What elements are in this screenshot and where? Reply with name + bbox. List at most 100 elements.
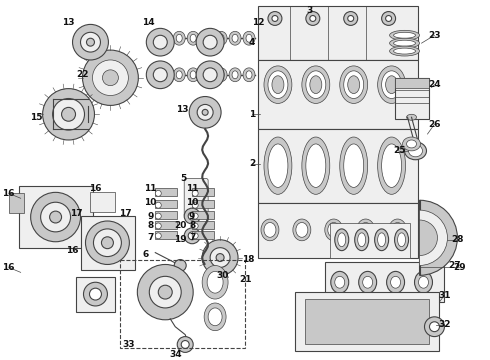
- Ellipse shape: [190, 71, 196, 79]
- Circle shape: [94, 229, 122, 257]
- Bar: [155, 188, 177, 196]
- Text: 12: 12: [252, 18, 264, 27]
- Circle shape: [80, 32, 100, 52]
- Text: 10: 10: [186, 198, 198, 207]
- Circle shape: [196, 28, 224, 56]
- Bar: [192, 221, 214, 229]
- Text: 31: 31: [438, 291, 451, 300]
- Ellipse shape: [407, 114, 416, 120]
- Circle shape: [203, 68, 217, 82]
- Ellipse shape: [201, 68, 213, 82]
- Ellipse shape: [355, 229, 368, 251]
- Ellipse shape: [296, 222, 308, 237]
- Text: 16: 16: [2, 189, 15, 198]
- Circle shape: [188, 212, 196, 220]
- Ellipse shape: [360, 222, 371, 237]
- Text: 7: 7: [189, 233, 196, 242]
- Text: 33: 33: [122, 340, 135, 349]
- Ellipse shape: [268, 144, 288, 188]
- Circle shape: [93, 60, 128, 95]
- Ellipse shape: [340, 66, 368, 103]
- Circle shape: [268, 12, 282, 26]
- Bar: [330, 223, 410, 257]
- Circle shape: [155, 233, 161, 239]
- Ellipse shape: [215, 68, 227, 82]
- Ellipse shape: [162, 71, 168, 79]
- Ellipse shape: [378, 66, 406, 103]
- Ellipse shape: [201, 31, 213, 45]
- Bar: [192, 211, 214, 219]
- Ellipse shape: [393, 48, 416, 54]
- Text: 2: 2: [249, 159, 255, 168]
- Text: 25: 25: [393, 147, 406, 156]
- Ellipse shape: [343, 144, 364, 188]
- Bar: [192, 200, 214, 208]
- Ellipse shape: [204, 34, 210, 42]
- Ellipse shape: [246, 34, 252, 42]
- Ellipse shape: [264, 66, 292, 103]
- Text: 22: 22: [76, 70, 89, 79]
- Ellipse shape: [357, 219, 375, 241]
- Circle shape: [192, 223, 198, 229]
- Bar: [155, 231, 177, 239]
- Ellipse shape: [331, 271, 349, 293]
- Circle shape: [155, 202, 161, 208]
- Circle shape: [184, 228, 200, 244]
- Text: 14: 14: [142, 18, 155, 27]
- Circle shape: [174, 260, 186, 271]
- Circle shape: [73, 24, 108, 60]
- Ellipse shape: [204, 303, 226, 330]
- Ellipse shape: [407, 140, 416, 148]
- Ellipse shape: [268, 71, 288, 99]
- Ellipse shape: [187, 31, 199, 45]
- Circle shape: [31, 192, 80, 242]
- Ellipse shape: [264, 137, 292, 194]
- Bar: [19, 186, 94, 248]
- Bar: [121, 260, 245, 348]
- Text: 17: 17: [119, 208, 132, 217]
- Circle shape: [192, 190, 198, 196]
- Ellipse shape: [390, 30, 419, 40]
- Text: 29: 29: [453, 263, 465, 272]
- Ellipse shape: [218, 34, 224, 42]
- Ellipse shape: [159, 68, 171, 82]
- Text: 11: 11: [144, 184, 156, 193]
- Ellipse shape: [264, 222, 276, 237]
- Text: 21: 21: [239, 275, 251, 284]
- Text: 16: 16: [2, 263, 15, 272]
- Ellipse shape: [162, 34, 168, 42]
- Text: 34: 34: [169, 350, 181, 359]
- Circle shape: [306, 12, 320, 26]
- Circle shape: [202, 109, 208, 115]
- Circle shape: [202, 240, 238, 275]
- Circle shape: [197, 104, 213, 120]
- Circle shape: [203, 35, 217, 49]
- Ellipse shape: [272, 76, 284, 94]
- Ellipse shape: [187, 68, 199, 82]
- Text: 4: 4: [249, 38, 255, 47]
- Text: 17: 17: [70, 208, 83, 217]
- Ellipse shape: [261, 219, 279, 241]
- Text: 9: 9: [147, 212, 153, 221]
- Text: 11: 11: [186, 184, 198, 193]
- Ellipse shape: [389, 219, 407, 241]
- Bar: [295, 292, 440, 351]
- Circle shape: [216, 253, 224, 261]
- Bar: [155, 221, 177, 229]
- Text: 5: 5: [180, 174, 186, 183]
- Ellipse shape: [302, 137, 330, 194]
- Text: 30: 30: [216, 271, 228, 280]
- Ellipse shape: [358, 233, 366, 247]
- Ellipse shape: [190, 34, 196, 42]
- Ellipse shape: [397, 233, 406, 247]
- Circle shape: [192, 202, 198, 208]
- Ellipse shape: [176, 34, 182, 42]
- Text: 16: 16: [89, 184, 102, 193]
- Ellipse shape: [391, 276, 400, 288]
- Circle shape: [147, 28, 174, 56]
- Circle shape: [52, 99, 84, 130]
- Circle shape: [158, 285, 172, 299]
- Ellipse shape: [393, 32, 416, 38]
- Ellipse shape: [418, 276, 428, 288]
- Circle shape: [62, 107, 75, 121]
